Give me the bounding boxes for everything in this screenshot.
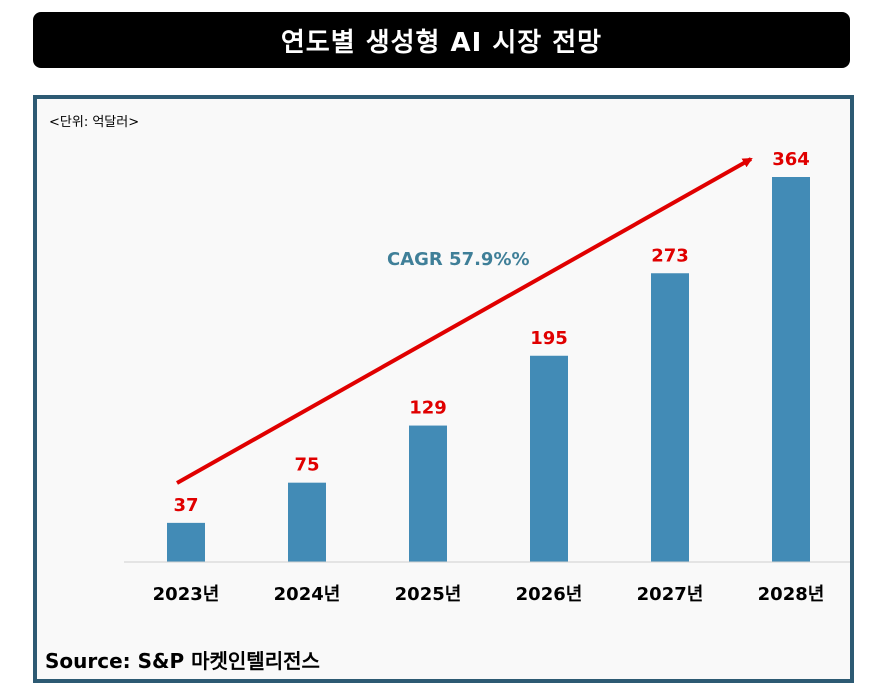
chart-title: 연도별 생성형 AI 시장 전망 [280,27,603,58]
bar-2026년 [530,355,568,562]
chart-frame: <단위: 억달러> 37 2023년 75 2024년 129 2025년 195 2026년… [33,95,854,683]
bar-2028년 [772,177,810,562]
x-tick-label: 2023년 [153,584,220,605]
cagr-annotation: CAGR 57.9%% [387,249,530,270]
x-tick-label: 2025년 [395,584,462,605]
x-tick-label: 2028년 [758,584,825,605]
value-label: 37 [173,495,198,516]
source-note: Source: S&P 마켓인텔리전스 [45,649,320,673]
chart-title-bar: 연도별 생성형 AI 시장 전망 [33,12,850,68]
bar-chart: 37 2023년 75 2024년 129 2025년 195 2026년 273 2027년 36… [124,149,850,605]
unit-label: <단위: 억달러> [49,115,140,130]
value-label: 195 [530,328,568,349]
bar-2024년 [288,482,326,562]
bar-2027년 [651,273,689,562]
x-tick-label: 2027년 [637,584,704,605]
value-label: 75 [294,455,319,476]
x-tick-label: 2024년 [274,584,341,605]
x-tick-label: 2026년 [516,584,583,605]
growth-arrow [176,157,753,485]
value-label: 273 [651,245,689,266]
value-label: 129 [409,398,447,419]
value-label: 364 [772,149,810,170]
bar-2023년 [167,522,205,562]
bar-2025년 [409,425,447,562]
